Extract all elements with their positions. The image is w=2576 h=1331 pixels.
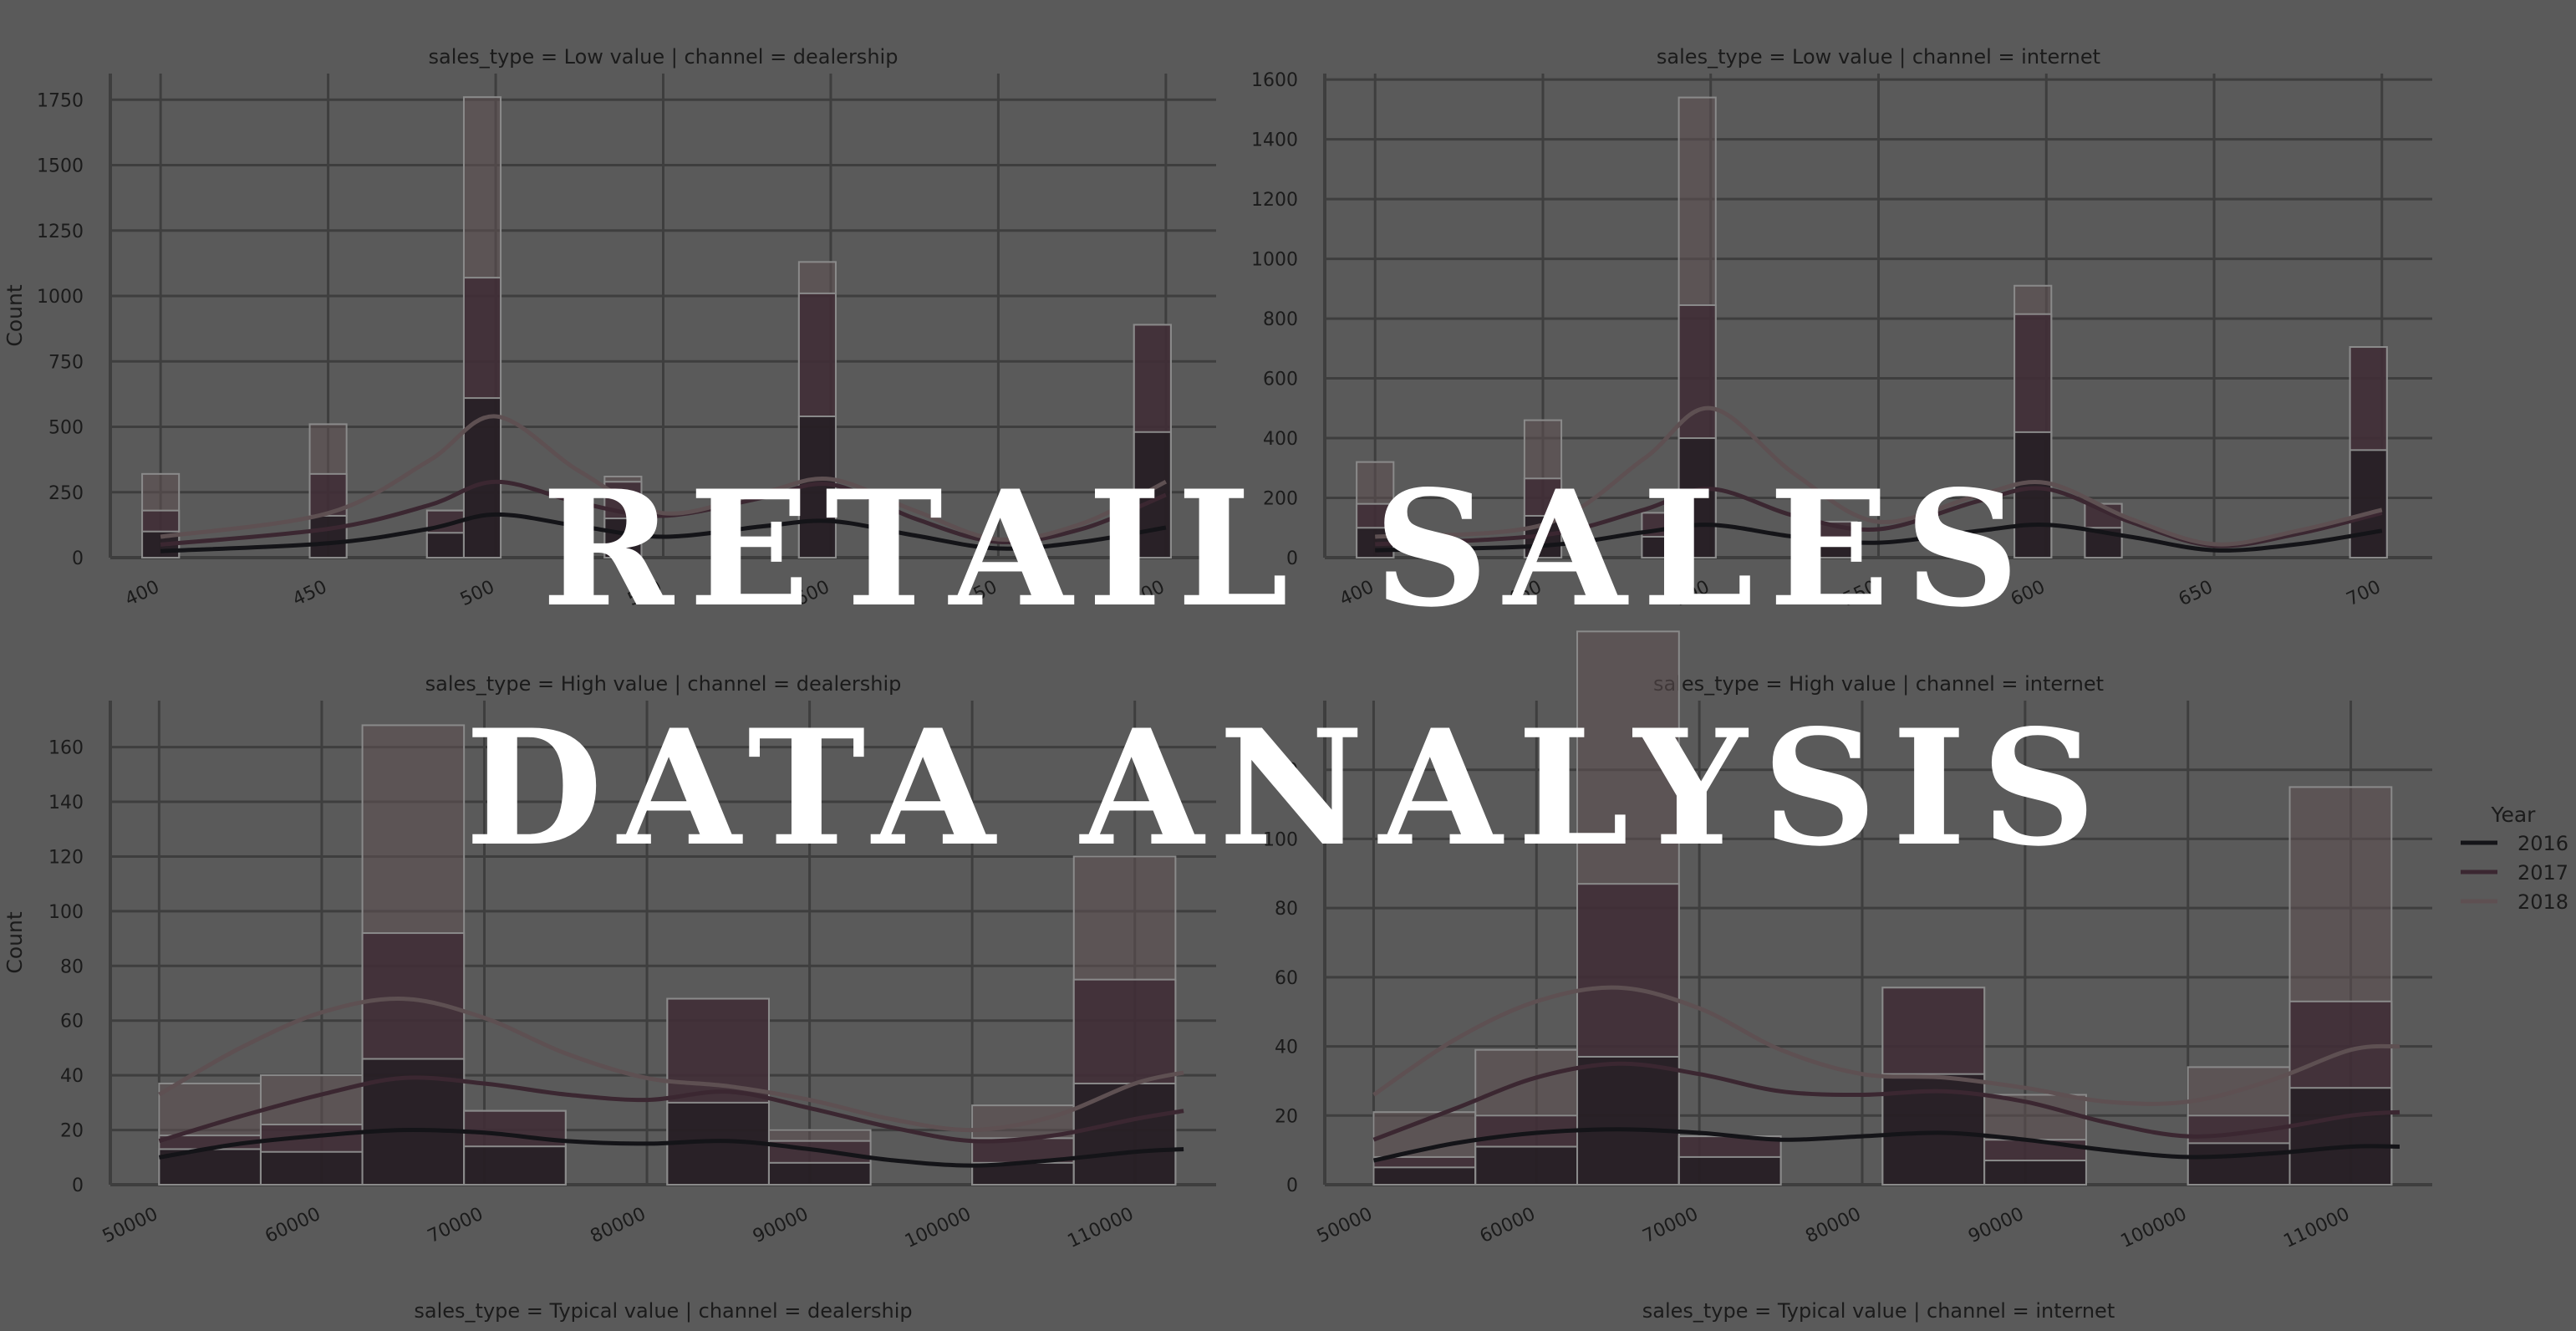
chart-panel: sales_type = Typical value | channel = i… bbox=[1642, 1299, 2115, 1323]
y-tick-label: 60 bbox=[60, 1012, 84, 1033]
y-tick-label: 120 bbox=[48, 847, 84, 868]
panel-title: sales_type = Typical value | channel = i… bbox=[1642, 1299, 2115, 1323]
panel-title: sales_type = High value | channel = deal… bbox=[425, 672, 902, 696]
y-tick-label: 750 bbox=[48, 352, 84, 373]
x-tick-label: 100000 bbox=[902, 1204, 975, 1252]
y-tick-label: 1750 bbox=[37, 90, 84, 111]
x-tick-label: 80000 bbox=[588, 1204, 649, 1247]
panel-title: sales_type = Low value | channel = inter… bbox=[1657, 45, 2100, 69]
x-tick-label: 60000 bbox=[1477, 1204, 1539, 1247]
y-tick-label: 120 bbox=[1263, 761, 1298, 782]
y-tick-label: 250 bbox=[48, 483, 84, 504]
legend-label-2018: 2018 bbox=[2517, 890, 2568, 914]
histogram-bar-2016 bbox=[1072, 1082, 1177, 1186]
y-tick-label: 100 bbox=[1263, 829, 1298, 850]
histogram-bar-2016 bbox=[308, 514, 348, 558]
histogram-bar-2016 bbox=[767, 1161, 872, 1186]
histogram-bar-2016 bbox=[259, 1150, 364, 1186]
y-tick-label: 40 bbox=[60, 1066, 84, 1087]
chart-panel: sales_type = High value | channel = deal… bbox=[3, 672, 1216, 1252]
y-tick-label: 40 bbox=[1275, 1038, 1298, 1058]
histogram-bar-2016 bbox=[2288, 1087, 2393, 1186]
chart-panel: sales_type = High value | channel = inte… bbox=[1263, 630, 2432, 1252]
kde-line-2017 bbox=[1372, 1061, 2400, 1142]
x-tick-label: 80000 bbox=[1803, 1204, 1865, 1247]
y-tick-label: 1600 bbox=[1251, 70, 1298, 91]
y-tick-label: 80 bbox=[1275, 899, 1298, 920]
panel-title: sales_type = Typical value | channel = d… bbox=[414, 1299, 912, 1323]
kde-line-2016 bbox=[1372, 1127, 2400, 1163]
kde-line-2017 bbox=[158, 1075, 1184, 1144]
chart-panel: sales_type = Typical value | channel = d… bbox=[414, 1299, 912, 1323]
x-tick-label: 50000 bbox=[1314, 1204, 1376, 1247]
legend: Year 2016 2017 2018 bbox=[2461, 803, 2568, 914]
y-tick-label: 0 bbox=[72, 548, 84, 569]
y-tick-label: 140 bbox=[48, 793, 84, 813]
y-tick-label: 1400 bbox=[1251, 130, 1298, 151]
histogram-bar-2016 bbox=[1474, 1145, 1579, 1186]
y-tick-label: 200 bbox=[1263, 489, 1298, 510]
y-tick-label: 1250 bbox=[37, 222, 84, 242]
kde-line-2018 bbox=[158, 997, 1184, 1133]
histogram-bar-2016 bbox=[158, 1148, 262, 1186]
x-tick-label: 100000 bbox=[2118, 1204, 2191, 1252]
x-tick-label: 110000 bbox=[1065, 1204, 1138, 1252]
kde-line-2018 bbox=[1372, 985, 2400, 1106]
histogram-bar-2016 bbox=[1677, 1155, 1782, 1186]
y-tick-label: 0 bbox=[1286, 1175, 1298, 1196]
histogram-bar-2016 bbox=[1372, 1166, 1477, 1186]
histogram-bar-2016 bbox=[1983, 1160, 2087, 1186]
y-tick-label: 1500 bbox=[37, 156, 84, 177]
x-tick-label: 70000 bbox=[1640, 1204, 1702, 1247]
kde-line-2018 bbox=[160, 414, 1168, 543]
x-tick-label: 50000 bbox=[99, 1204, 161, 1247]
y-tick-label: 600 bbox=[1263, 370, 1298, 390]
y-tick-label: 60 bbox=[1275, 968, 1298, 989]
kde-line-2018 bbox=[1375, 405, 2383, 547]
kde-line-2016 bbox=[160, 512, 1167, 553]
y-tick-label: 20 bbox=[1275, 1106, 1298, 1127]
x-tick-label: 90000 bbox=[1965, 1204, 2027, 1247]
y-tick-label: 500 bbox=[48, 418, 84, 439]
y-tick-label: 160 bbox=[48, 738, 84, 759]
legend-title: Year bbox=[2491, 803, 2537, 827]
histogram-bar-2016 bbox=[2187, 1142, 2291, 1186]
histogram-bar-2016 bbox=[603, 518, 643, 559]
overlay-title-line-2: DATA ANALYSIS bbox=[465, 695, 2111, 881]
x-tick-label: 90000 bbox=[750, 1204, 812, 1247]
kde-line-2016 bbox=[1375, 523, 2383, 553]
y-tick-label: 100 bbox=[48, 902, 84, 923]
y-tick-label: 1000 bbox=[1251, 250, 1298, 271]
chart-panel: sales_type = Low value | channel = inter… bbox=[1251, 45, 2432, 610]
y-tick-label: 1000 bbox=[37, 287, 84, 308]
x-tick-label: 110000 bbox=[2280, 1204, 2353, 1252]
kde-line-2016 bbox=[158, 1127, 1184, 1168]
legend-label-2017: 2017 bbox=[2517, 861, 2568, 885]
y-axis-label: Count bbox=[3, 284, 27, 346]
overlay-title-line-1: RETAIL SALES bbox=[541, 456, 2034, 642]
panel-title: sales_type = High value | channel = inte… bbox=[1653, 672, 2104, 696]
x-tick-label: 70000 bbox=[425, 1204, 486, 1247]
y-tick-label: 0 bbox=[72, 1175, 84, 1196]
y-tick-label: 20 bbox=[60, 1121, 84, 1142]
y-tick-label: 800 bbox=[1263, 309, 1298, 330]
panel-title: sales_type = Low value | channel = deale… bbox=[429, 45, 899, 69]
x-tick-label: 60000 bbox=[262, 1204, 323, 1247]
histogram-bar-2016 bbox=[1576, 1055, 1680, 1186]
y-tick-label: 0 bbox=[1286, 548, 1298, 569]
histogram-bar-2016 bbox=[2013, 431, 2053, 559]
y-tick-label: 400 bbox=[1263, 429, 1298, 450]
legend-label-2016: 2016 bbox=[2517, 832, 2568, 855]
histogram-bar-2016 bbox=[463, 1145, 567, 1186]
y-tick-label: 80 bbox=[60, 956, 84, 977]
histogram-bar-2016 bbox=[2349, 449, 2388, 558]
y-axis-label: Count bbox=[3, 911, 27, 973]
y-tick-label: 1200 bbox=[1251, 190, 1298, 211]
